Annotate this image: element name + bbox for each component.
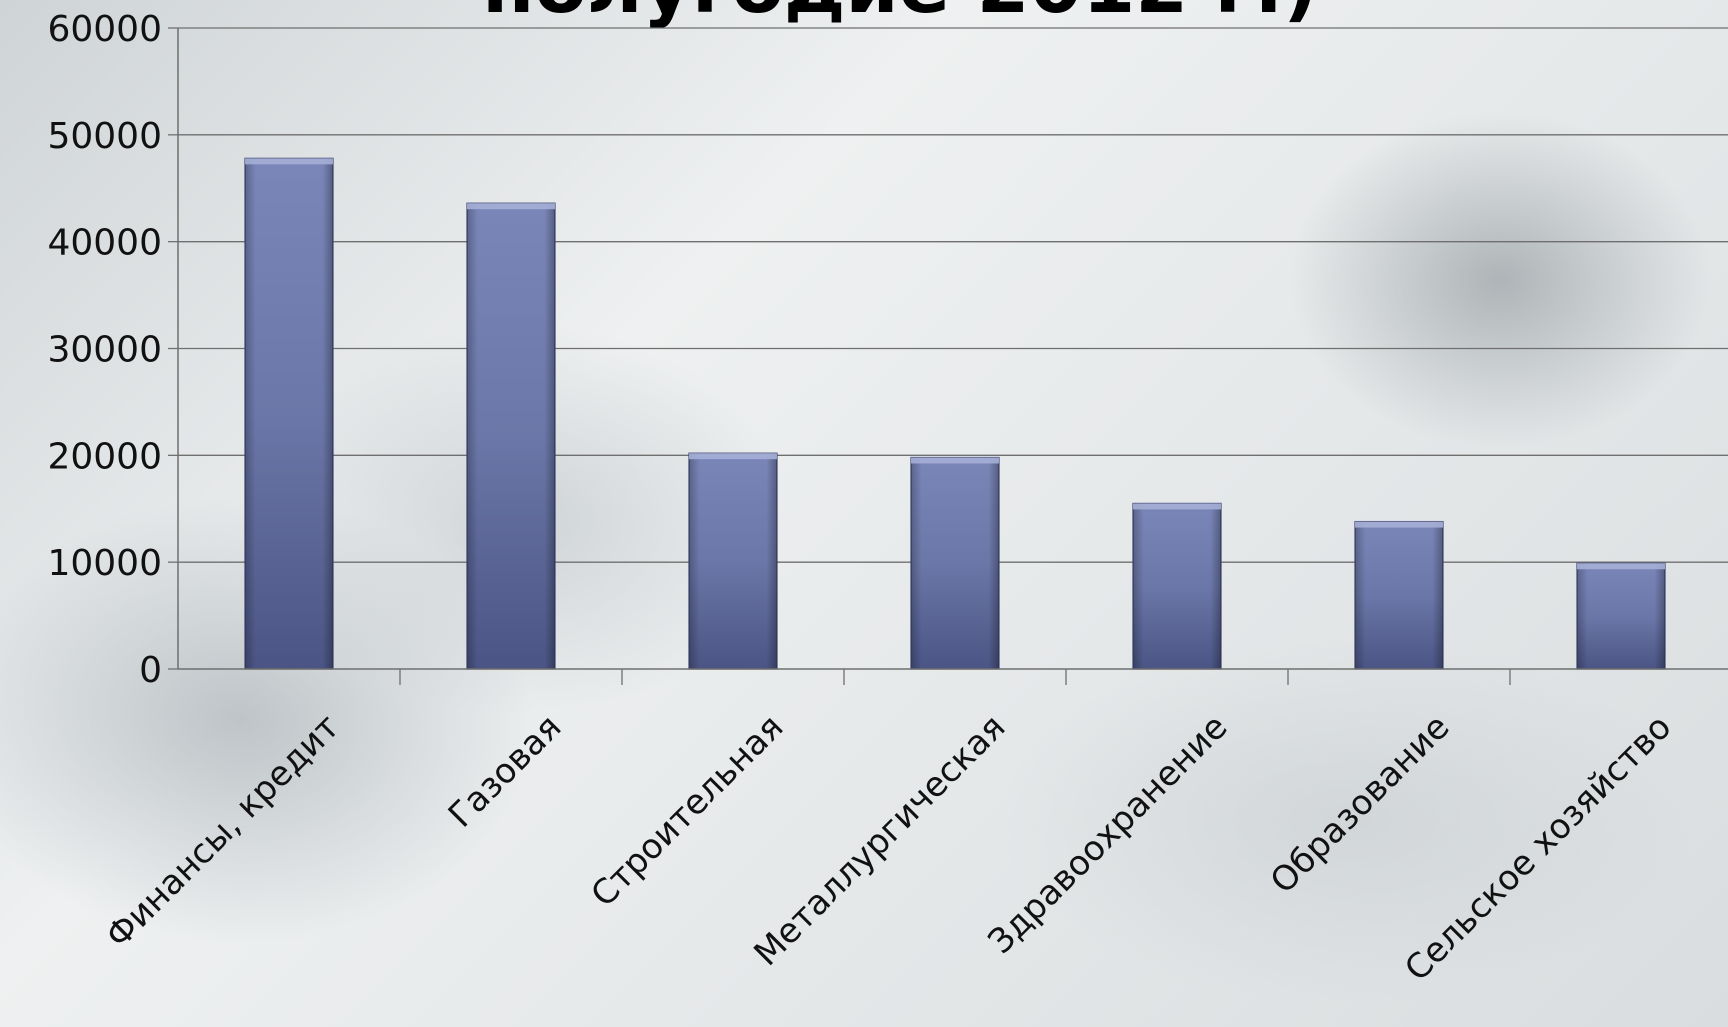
bar-top [245, 158, 333, 165]
bar-5 [1132, 502, 1222, 670]
bar-shade [245, 158, 333, 669]
bar-top [1355, 521, 1443, 528]
bar-shade [1355, 521, 1443, 669]
bar-shade [911, 457, 999, 669]
y-tick-label: 0 [139, 650, 162, 691]
bar-7 [1576, 562, 1666, 670]
bar-2 [466, 202, 556, 670]
bar-shade [689, 453, 777, 669]
category-label: Металлургическая [746, 707, 1013, 974]
bar-4 [910, 456, 1000, 670]
category-label: Финансы, кредит [98, 707, 347, 956]
bar-3 [688, 452, 778, 670]
bar-shade [467, 203, 555, 669]
bar-shade [1133, 503, 1221, 669]
category-label: Здравоохранение [981, 707, 1236, 962]
bar-shade [1577, 563, 1665, 669]
bar-top [1577, 563, 1665, 570]
category-label: Строительная [583, 707, 791, 915]
bar-top [1133, 503, 1221, 510]
y-tick-label: 50000 [47, 116, 162, 157]
y-tick-label: 40000 [47, 223, 162, 264]
y-tick-label: 20000 [47, 436, 162, 477]
bar-6 [1354, 520, 1444, 670]
chart-title: полугодие 2012 г.) [482, 0, 1318, 30]
bar-top [689, 453, 777, 460]
y-tick-label: 30000 [47, 330, 162, 371]
category-label: Газовая [441, 707, 570, 836]
bar-top [911, 457, 999, 464]
category-label: Образование [1263, 707, 1458, 902]
y-tick-label: 60000 [47, 9, 162, 50]
bar-1 [244, 157, 334, 670]
y-tick-label: 10000 [47, 543, 162, 584]
bar-top [467, 203, 555, 210]
